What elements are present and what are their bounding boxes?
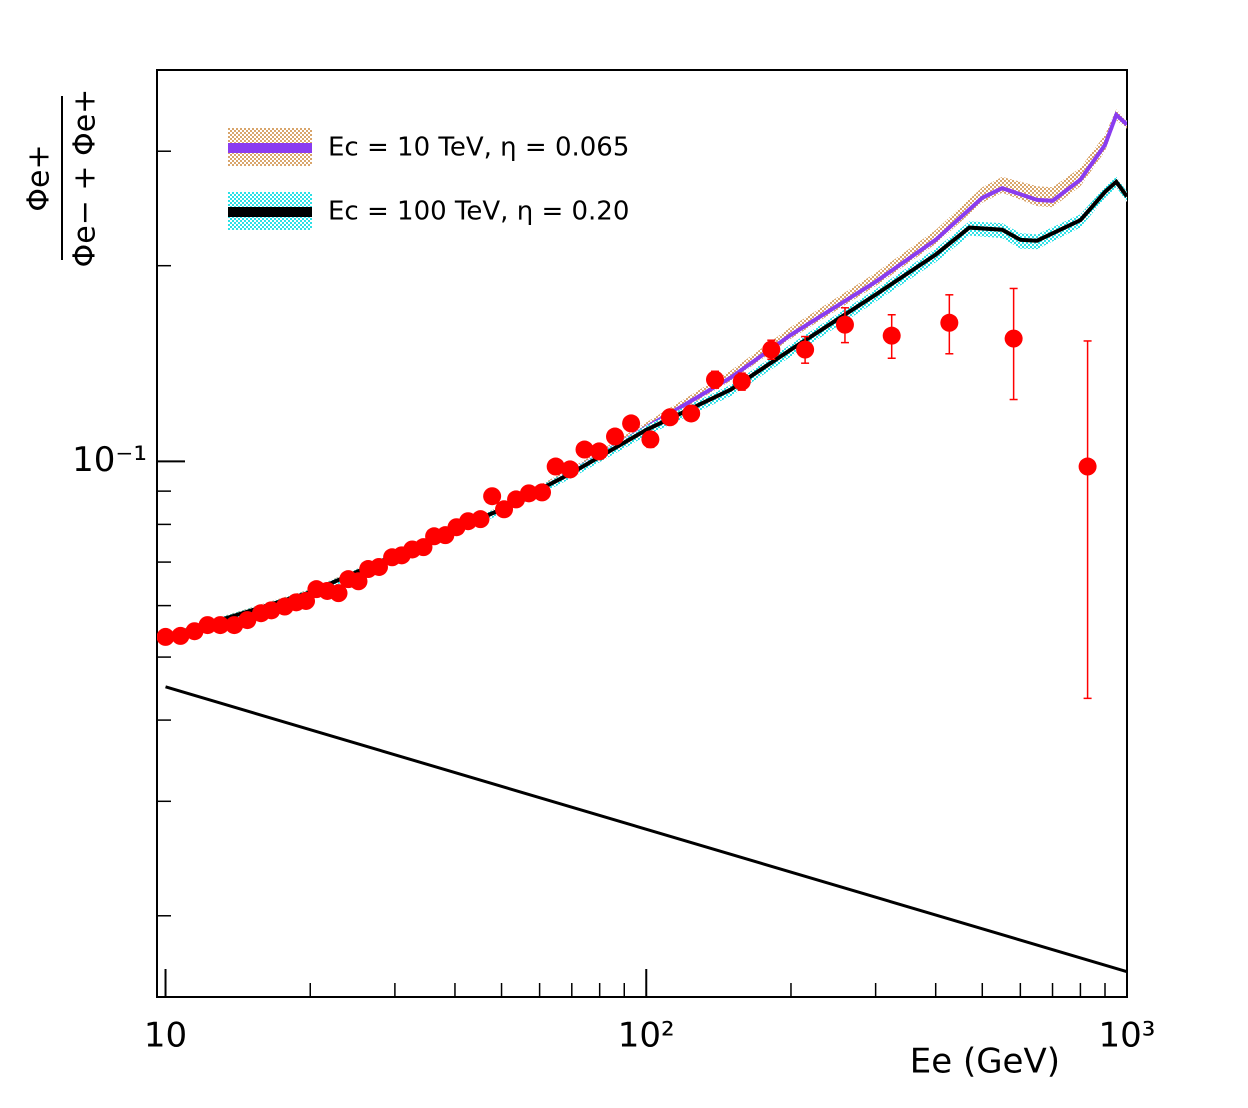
data-point — [546, 457, 565, 476]
data-point — [1004, 329, 1023, 348]
x-axis-label: Ee (GeV) — [910, 1042, 1060, 1082]
data-point — [349, 572, 368, 591]
x-tick-label: 10 — [144, 1016, 187, 1056]
y-tick-label: 10⁻¹ — [72, 440, 147, 480]
data-point — [762, 340, 781, 359]
data-point — [622, 414, 641, 433]
plot-area — [157, 109, 1127, 974]
data-point — [660, 408, 679, 427]
data-point — [211, 616, 230, 635]
data-point — [940, 313, 959, 332]
data-point — [835, 315, 854, 334]
data-point — [560, 460, 579, 479]
legend-label: Ec = 10 TeV, η = 0.065 — [328, 133, 629, 163]
data-point — [796, 340, 815, 359]
data-point — [329, 584, 348, 603]
legend-label: Ec = 100 TeV, η = 0.20 — [328, 197, 629, 227]
model-line — [164, 178, 1127, 639]
data-point — [575, 440, 594, 459]
uncertainty-band — [165, 109, 1127, 640]
data-point — [238, 611, 257, 630]
data-point — [1078, 457, 1097, 476]
data-point — [471, 510, 490, 529]
x-tick-label: 10³ — [1099, 1016, 1156, 1056]
data-point — [198, 616, 217, 635]
data-point — [483, 487, 502, 506]
data-point — [369, 557, 388, 576]
uncertainty-band — [165, 176, 1127, 641]
data-point — [533, 483, 552, 502]
data-point — [606, 427, 625, 446]
data-point — [732, 372, 751, 391]
data-point — [641, 430, 660, 449]
data-point — [682, 404, 701, 423]
data-point — [706, 370, 725, 389]
data-point — [519, 484, 538, 503]
y-label-numerator: Φe+ — [22, 144, 57, 211]
plot-frame — [156, 69, 1128, 998]
data-point — [590, 442, 609, 461]
data-point — [171, 626, 190, 645]
data-point — [495, 500, 514, 519]
y-axis-label: Φe+ Φe− + Φe+ — [22, 89, 103, 268]
y-label-denominator: Φe− + Φe+ — [68, 89, 103, 268]
data-point — [157, 627, 175, 646]
reference-line — [165, 685, 1127, 974]
data-point — [882, 326, 901, 345]
data-point — [297, 591, 316, 610]
x-tick-label: 10² — [618, 1016, 675, 1056]
